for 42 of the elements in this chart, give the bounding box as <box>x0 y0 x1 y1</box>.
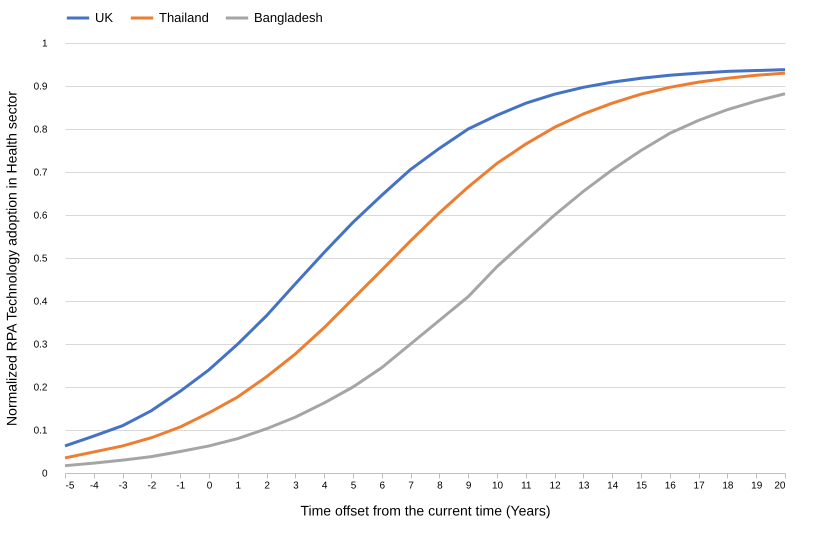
x-tick-label: 12 <box>550 480 562 492</box>
x-tick-label: 2 <box>264 480 270 492</box>
x-tick-label: 15 <box>636 480 648 492</box>
x-tick-label: 19 <box>751 480 763 492</box>
x-tick-label: -3 <box>118 480 128 492</box>
y-tick-label: 0.2 <box>34 382 48 394</box>
x-tick-label: 16 <box>664 480 676 492</box>
y-tick-label: 0.7 <box>34 168 48 178</box>
y-tick-label: 0 <box>42 468 48 480</box>
x-axis-title: Time offset from the current time (Years) <box>300 502 551 518</box>
x-tick-label: -1 <box>176 480 186 492</box>
y-tick-label: 0.8 <box>34 124 48 136</box>
y-tick-label: 0.9 <box>34 82 48 92</box>
y-tick-label: 0.3 <box>34 340 48 350</box>
x-tick-label: 20 <box>774 480 786 492</box>
y-axis-title: Normalized RPA Technology adoption in Health sector <box>4 90 20 426</box>
x-tick-label: 8 <box>437 480 444 492</box>
y-tick-label: 0.5 <box>34 254 48 264</box>
x-tick-label: 0 <box>206 480 213 492</box>
x-tick-label: 7 <box>408 480 414 492</box>
x-tick-label: 10 <box>492 480 504 492</box>
x-tick-label: -2 <box>147 480 157 492</box>
y-tick-label: 0.6 <box>34 210 48 222</box>
x-tick-label: 9 <box>466 480 472 492</box>
legend-label: Thailand <box>159 10 209 25</box>
x-tick-label: 14 <box>607 480 619 492</box>
y-tick-label: 0.4 <box>34 296 48 308</box>
x-tick-label: 17 <box>694 480 706 492</box>
legend-label: Bangladesh <box>254 10 323 25</box>
x-tick-label: 18 <box>722 480 734 492</box>
x-tick-label: -5 <box>66 480 75 492</box>
x-tick-label: -4 <box>90 480 100 492</box>
x-tick-label: 6 <box>380 480 386 492</box>
y-tick-label: 0.1 <box>34 426 48 436</box>
x-tick-label: 4 <box>322 480 328 492</box>
y-tick-label: 1 <box>42 38 48 50</box>
x-tick-label: 11 <box>521 480 532 492</box>
x-tick-label: 1 <box>236 480 242 492</box>
x-tick-label: 5 <box>350 480 357 492</box>
x-tick-label: 13 <box>578 480 590 492</box>
legend-label: UK <box>95 10 114 25</box>
x-tick-label: 3 <box>293 480 300 492</box>
